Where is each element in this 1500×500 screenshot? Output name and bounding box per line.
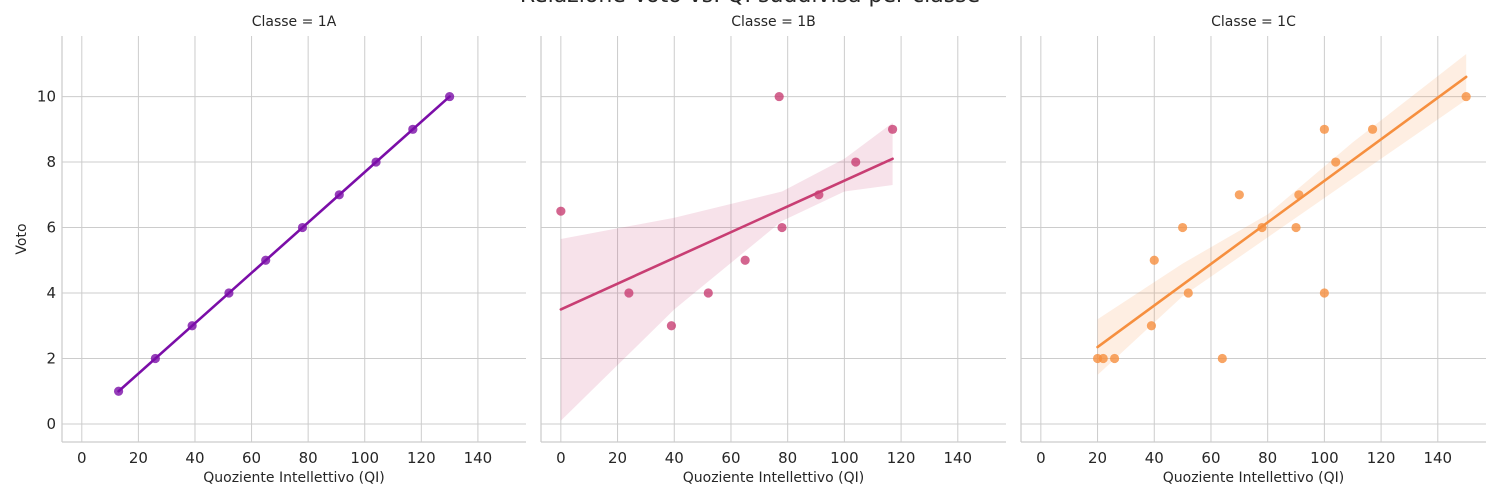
- data-point: [624, 288, 634, 298]
- confidence-band: [560, 122, 893, 421]
- data-point: [1146, 321, 1157, 331]
- x-tick-label: 60: [242, 449, 261, 467]
- x-axis-label: Quoziente Intellettivo (QI): [203, 470, 384, 486]
- data-point: [1367, 124, 1378, 134]
- y-tick-label: 4: [46, 284, 56, 302]
- panel-title: Classe = 1B: [731, 14, 816, 30]
- data-point: [1319, 124, 1329, 134]
- x-tick-label: 100: [350, 449, 379, 467]
- panel-2: 0 20 40 60 80 100 120 140 Quoziente Intellettivo…: [540, 14, 1006, 486]
- x-tick-label: 140: [464, 449, 493, 467]
- x-tick-label: 80: [299, 449, 318, 467]
- data-point: [703, 288, 713, 298]
- data-point: [1319, 288, 1329, 298]
- data-point: [1331, 157, 1341, 167]
- y-tick-label: 6: [46, 219, 56, 237]
- regression-line: [559, 157, 894, 311]
- x-tick-label: 40: [185, 449, 204, 467]
- panel-title: Classe = 1A: [252, 14, 337, 30]
- x-tick-label: 0: [77, 449, 87, 467]
- regression-line: [117, 95, 451, 393]
- data-point: [1217, 353, 1227, 364]
- data-point: [887, 124, 898, 134]
- x-tick-label: 80: [778, 449, 797, 467]
- x-tick-label: 100: [830, 449, 859, 467]
- figure-suptitle: Relazione Voto vs. QI suddivisa per clas…: [520, 0, 980, 8]
- x-tick-label: 60: [1201, 449, 1220, 467]
- x-tick-label: 120: [887, 449, 916, 467]
- data-point: [774, 91, 784, 102]
- confidence-band: [1097, 54, 1467, 375]
- x-axis-label: Quoziente Intellettivo (QI): [1163, 470, 1344, 486]
- data-point: [1098, 353, 1108, 364]
- x-tick-label: 60: [721, 449, 740, 467]
- x-tick-label: 80: [1258, 449, 1277, 467]
- data-point: [1178, 222, 1188, 233]
- y-tick-label: 0: [46, 415, 56, 433]
- data-point: [740, 255, 750, 265]
- y-tick-label: 8: [46, 153, 56, 171]
- panel-1: 0 20 40 60 80 100 120 140 0 2 4 6 8 10 Quoziente Intel…: [14, 14, 526, 486]
- x-tick-label: 100: [1310, 449, 1339, 467]
- x-tick-label: 120: [1367, 449, 1396, 467]
- x-axis-label: Quoziente Intellettivo (QI): [683, 470, 864, 486]
- data-point: [1234, 190, 1244, 200]
- x-tick-label: 20: [1088, 449, 1107, 467]
- panel-title: Classe = 1C: [1211, 14, 1296, 30]
- data-point: [666, 321, 677, 331]
- x-tick-label: 20: [608, 449, 627, 467]
- data-point: [556, 206, 566, 216]
- y-tick-label: 10: [37, 88, 56, 106]
- data-point: [1461, 91, 1471, 102]
- regression-line: [1096, 75, 1468, 349]
- data-point: [1109, 353, 1120, 364]
- x-tick-label: 40: [665, 449, 684, 467]
- x-tick-label: 20: [129, 449, 148, 467]
- data-point: [777, 222, 787, 233]
- x-tick-label: 120: [407, 449, 436, 467]
- data-point: [851, 157, 861, 167]
- x-tick-label: 140: [1423, 449, 1452, 467]
- x-tick-label: 40: [1145, 449, 1164, 467]
- y-tick-label: 2: [46, 350, 56, 368]
- x-tick-label: 0: [556, 449, 566, 467]
- panel-3: 0 20 40 60 80 100 120 140 Quoziente Intellettivo…: [1020, 14, 1486, 486]
- x-tick-label: 140: [943, 449, 972, 467]
- data-point: [1183, 288, 1193, 298]
- x-tick-label: 0: [1036, 449, 1046, 467]
- data-point: [1149, 255, 1159, 265]
- y-axis-label: Voto: [14, 223, 30, 254]
- data-point: [1291, 222, 1301, 233]
